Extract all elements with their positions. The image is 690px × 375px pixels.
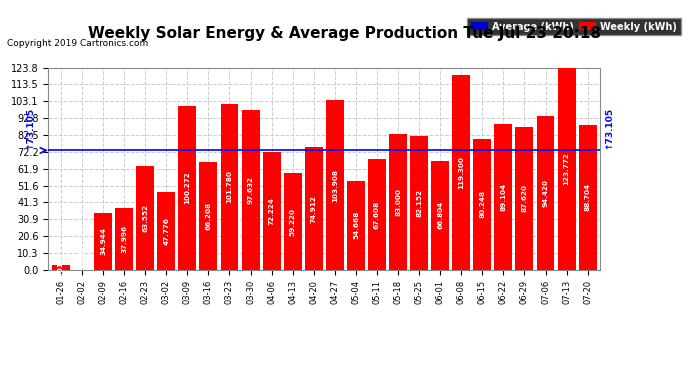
Text: 80.248: 80.248 bbox=[480, 190, 485, 218]
Text: Weekly Solar Energy & Average Production Tue Jul 23 20:18: Weekly Solar Energy & Average Production… bbox=[88, 26, 602, 41]
Text: 100.272: 100.272 bbox=[184, 172, 190, 204]
Text: 47.776: 47.776 bbox=[164, 217, 169, 245]
Bar bbox=[431, 161, 449, 270]
Bar bbox=[241, 110, 259, 270]
Bar bbox=[179, 106, 197, 270]
Text: 54.668: 54.668 bbox=[353, 211, 359, 239]
Text: 103.908: 103.908 bbox=[332, 168, 338, 201]
Text: 3.012: 3.012 bbox=[58, 256, 64, 279]
Bar bbox=[326, 100, 344, 270]
Text: 83.000: 83.000 bbox=[395, 188, 401, 216]
Bar bbox=[305, 147, 323, 270]
Bar bbox=[368, 159, 386, 270]
Text: 37.996: 37.996 bbox=[121, 225, 127, 253]
Bar bbox=[347, 181, 365, 270]
Bar bbox=[94, 213, 112, 270]
Text: 88.704: 88.704 bbox=[584, 183, 591, 211]
Bar bbox=[410, 136, 428, 270]
Text: 67.608: 67.608 bbox=[374, 201, 380, 229]
Text: 97.632: 97.632 bbox=[248, 176, 253, 204]
Text: 59.220: 59.220 bbox=[290, 208, 296, 236]
Bar bbox=[52, 265, 70, 270]
Text: 119.300: 119.300 bbox=[458, 156, 464, 189]
Text: 34.944: 34.944 bbox=[100, 228, 106, 255]
Bar bbox=[221, 104, 239, 270]
Bar bbox=[284, 173, 302, 270]
Text: 123.772: 123.772 bbox=[564, 152, 569, 185]
Text: 87.620: 87.620 bbox=[522, 184, 527, 212]
Text: 72.224: 72.224 bbox=[268, 197, 275, 225]
Bar bbox=[263, 152, 281, 270]
Text: Copyright 2019 Cartronics.com: Copyright 2019 Cartronics.com bbox=[7, 39, 148, 48]
Text: 101.780: 101.780 bbox=[226, 170, 233, 203]
Bar bbox=[515, 127, 533, 270]
Bar bbox=[473, 139, 491, 270]
Text: 94.420: 94.420 bbox=[542, 179, 549, 207]
Text: 63.552: 63.552 bbox=[142, 204, 148, 232]
Bar bbox=[558, 68, 575, 270]
Text: ↑73.105: ↑73.105 bbox=[25, 106, 34, 149]
Text: ↑73.105: ↑73.105 bbox=[604, 106, 613, 149]
Text: 0.000: 0.000 bbox=[79, 246, 85, 268]
Bar bbox=[136, 166, 154, 270]
Bar bbox=[452, 75, 470, 270]
Text: 74.912: 74.912 bbox=[310, 195, 317, 223]
Bar bbox=[537, 116, 555, 270]
Text: 89.104: 89.104 bbox=[500, 183, 506, 211]
Bar bbox=[495, 124, 513, 270]
Text: 82.152: 82.152 bbox=[416, 189, 422, 217]
Bar bbox=[115, 208, 133, 270]
Legend: Average (kWh), Weekly (kWh): Average (kWh), Weekly (kWh) bbox=[467, 18, 681, 36]
Bar bbox=[389, 134, 407, 270]
Bar bbox=[199, 162, 217, 270]
Text: 66.208: 66.208 bbox=[206, 202, 211, 230]
Bar bbox=[157, 192, 175, 270]
Bar bbox=[579, 125, 597, 270]
Text: 66.804: 66.804 bbox=[437, 201, 443, 229]
